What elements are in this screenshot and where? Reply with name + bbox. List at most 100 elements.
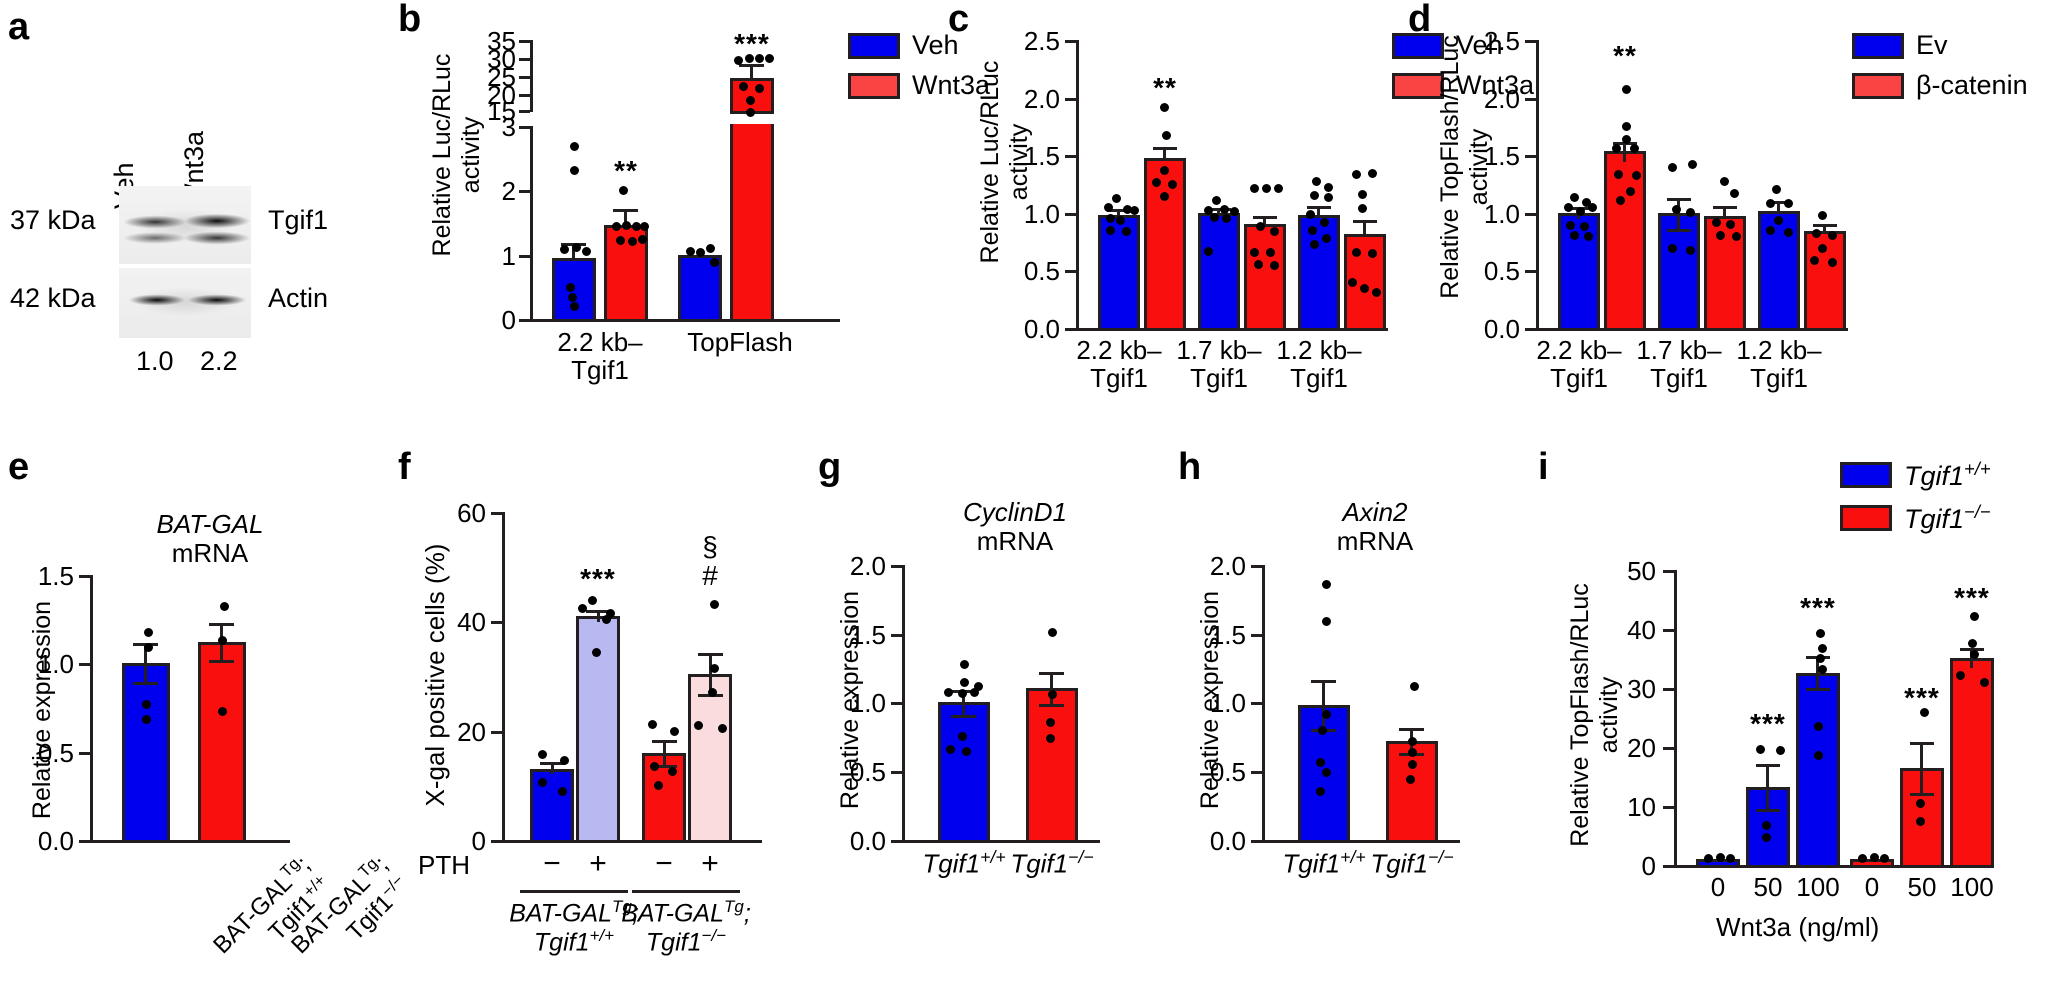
data-point bbox=[1204, 206, 1213, 215]
panel-i-ytick-50: 50 bbox=[1627, 556, 1656, 586]
bar-wt-pth-minus bbox=[530, 769, 574, 843]
panel-h-ytick-0p5: 0.5 bbox=[1209, 757, 1246, 787]
data-point bbox=[1162, 131, 1171, 140]
data-point bbox=[570, 166, 579, 175]
legend-swatch-veh bbox=[1392, 32, 1444, 59]
tick-0p0 bbox=[1525, 328, 1536, 331]
panel-e-title-gene: BAT-GAL bbox=[156, 509, 264, 539]
data-point bbox=[1160, 103, 1169, 112]
data-point bbox=[1406, 775, 1415, 784]
errorbar bbox=[624, 209, 627, 227]
data-point bbox=[1810, 256, 1819, 265]
data-point bbox=[1816, 654, 1825, 663]
panel-i-xtick-3: 100 bbox=[1796, 872, 1840, 902]
data-point bbox=[706, 244, 715, 253]
data-point bbox=[1622, 122, 1631, 131]
data-point bbox=[144, 643, 153, 652]
bar-batgal-ko bbox=[198, 642, 246, 843]
panel-i-label: i bbox=[1538, 446, 1549, 488]
tick-1p0 bbox=[1525, 213, 1536, 216]
data-point bbox=[708, 688, 717, 697]
panel-h-xlabel-2: Tgif1−/− bbox=[1362, 847, 1462, 878]
data-point bbox=[1048, 628, 1057, 637]
bar-wnt3a-22kb bbox=[1144, 158, 1186, 331]
panel-h: h Axin2 mRNA Relative expression 2.0 1.5… bbox=[1170, 440, 1540, 1007]
panel-h-ytick-1p5: 1.5 bbox=[1209, 620, 1246, 650]
panel-i-xtick-5: 50 bbox=[1907, 872, 1937, 902]
data-point bbox=[1130, 206, 1139, 215]
errorbar bbox=[597, 610, 600, 622]
panel-e-ytick-0p0: 0.0 bbox=[37, 826, 74, 856]
data-point bbox=[1712, 218, 1721, 227]
errorbar-cap-low bbox=[1039, 704, 1064, 707]
data-point bbox=[1266, 248, 1275, 257]
errorbar bbox=[1623, 142, 1626, 162]
errorbar bbox=[750, 64, 753, 80]
panel-g-xlabel-1: Tgif1+/+ bbox=[914, 847, 1014, 878]
panel-h-title-gene: Axin2 bbox=[1342, 497, 1408, 527]
errorbar bbox=[1823, 224, 1826, 233]
xlabel-line2: Tgif1 bbox=[571, 355, 629, 386]
data-point bbox=[1614, 170, 1623, 179]
errorbar-cap bbox=[1713, 206, 1737, 209]
data-point bbox=[1322, 580, 1331, 589]
errorbar-cap bbox=[1307, 206, 1331, 209]
tick-2p0 bbox=[1251, 565, 1262, 568]
data-point bbox=[1630, 144, 1639, 153]
panel-i-xtick-2: 50 bbox=[1753, 872, 1783, 902]
data-point bbox=[612, 222, 621, 231]
errorbar bbox=[1363, 220, 1366, 237]
panel-g-ytick-0p5: 0.5 bbox=[849, 757, 886, 787]
xlabel-line1: 1.2 kb– bbox=[1736, 335, 1822, 365]
data-point bbox=[1970, 612, 1979, 621]
legend-allele: +/+ bbox=[1964, 458, 1991, 479]
panel-c-sig-1: ** bbox=[1153, 72, 1177, 103]
errorbar-cap bbox=[1207, 208, 1231, 211]
data-point bbox=[588, 596, 597, 605]
xlabel-line1: 1.7 kb– bbox=[1176, 335, 1262, 365]
data-point bbox=[1122, 227, 1131, 236]
data-point bbox=[1358, 204, 1367, 213]
data-point bbox=[1588, 203, 1597, 212]
errorbar-cap bbox=[1353, 220, 1377, 223]
data-point bbox=[1916, 799, 1925, 808]
data-point bbox=[1352, 248, 1361, 257]
xlabel-line1: 2.2 kb– bbox=[1536, 335, 1622, 365]
xlabel-line1: 1.2 kb– bbox=[1276, 335, 1362, 365]
panel-d-ytick-0p0: 0.0 bbox=[1483, 314, 1520, 344]
xlabel-line2: Tgif1 bbox=[1290, 363, 1348, 394]
panel-c-xlabel-3: 1.2 kb– Tgif1 bbox=[1269, 336, 1369, 392]
bar-ko-pth-plus bbox=[688, 674, 732, 843]
tick-30 bbox=[1663, 688, 1674, 691]
legend-gene: Tgif1 bbox=[1904, 461, 1965, 491]
data-point bbox=[1116, 216, 1125, 225]
data-point bbox=[1576, 207, 1585, 216]
errorbar bbox=[551, 762, 554, 774]
panel-c-yaxis bbox=[1076, 40, 1079, 331]
data-point bbox=[1688, 160, 1697, 169]
data-point bbox=[958, 689, 967, 698]
panel-i-ytick-0: 0 bbox=[1641, 851, 1656, 881]
panel-g-title-type: mRNA bbox=[976, 526, 1054, 557]
xlabel-line1: 2.2 kb– bbox=[557, 327, 643, 357]
data-point bbox=[572, 243, 581, 252]
bar-axin2-ko bbox=[1386, 741, 1438, 843]
panel-c-ytick-2p0: 2.0 bbox=[1023, 84, 1060, 114]
data-point bbox=[1250, 184, 1259, 193]
errorbar-cap bbox=[1960, 648, 1984, 651]
errorbar bbox=[1920, 742, 1923, 794]
data-point bbox=[1322, 617, 1331, 626]
errorbar-cap-low bbox=[133, 682, 158, 685]
panel-e-title-type: mRNA bbox=[171, 538, 249, 569]
legend-swatch-veh bbox=[848, 32, 900, 59]
group-sup: Tg bbox=[724, 897, 744, 916]
data-point bbox=[1274, 184, 1283, 193]
data-point bbox=[668, 767, 677, 776]
panel-c-ytick-0p5: 0.5 bbox=[1023, 256, 1060, 286]
bar-ev-12kb bbox=[1758, 211, 1800, 331]
data-point bbox=[582, 247, 591, 256]
panel-d-ytick-1p0: 1.0 bbox=[1483, 199, 1520, 229]
data-point bbox=[1250, 248, 1259, 257]
panel-d-ytick-2p0: 2.0 bbox=[1483, 84, 1520, 114]
bar-batgal-wt bbox=[122, 663, 170, 843]
